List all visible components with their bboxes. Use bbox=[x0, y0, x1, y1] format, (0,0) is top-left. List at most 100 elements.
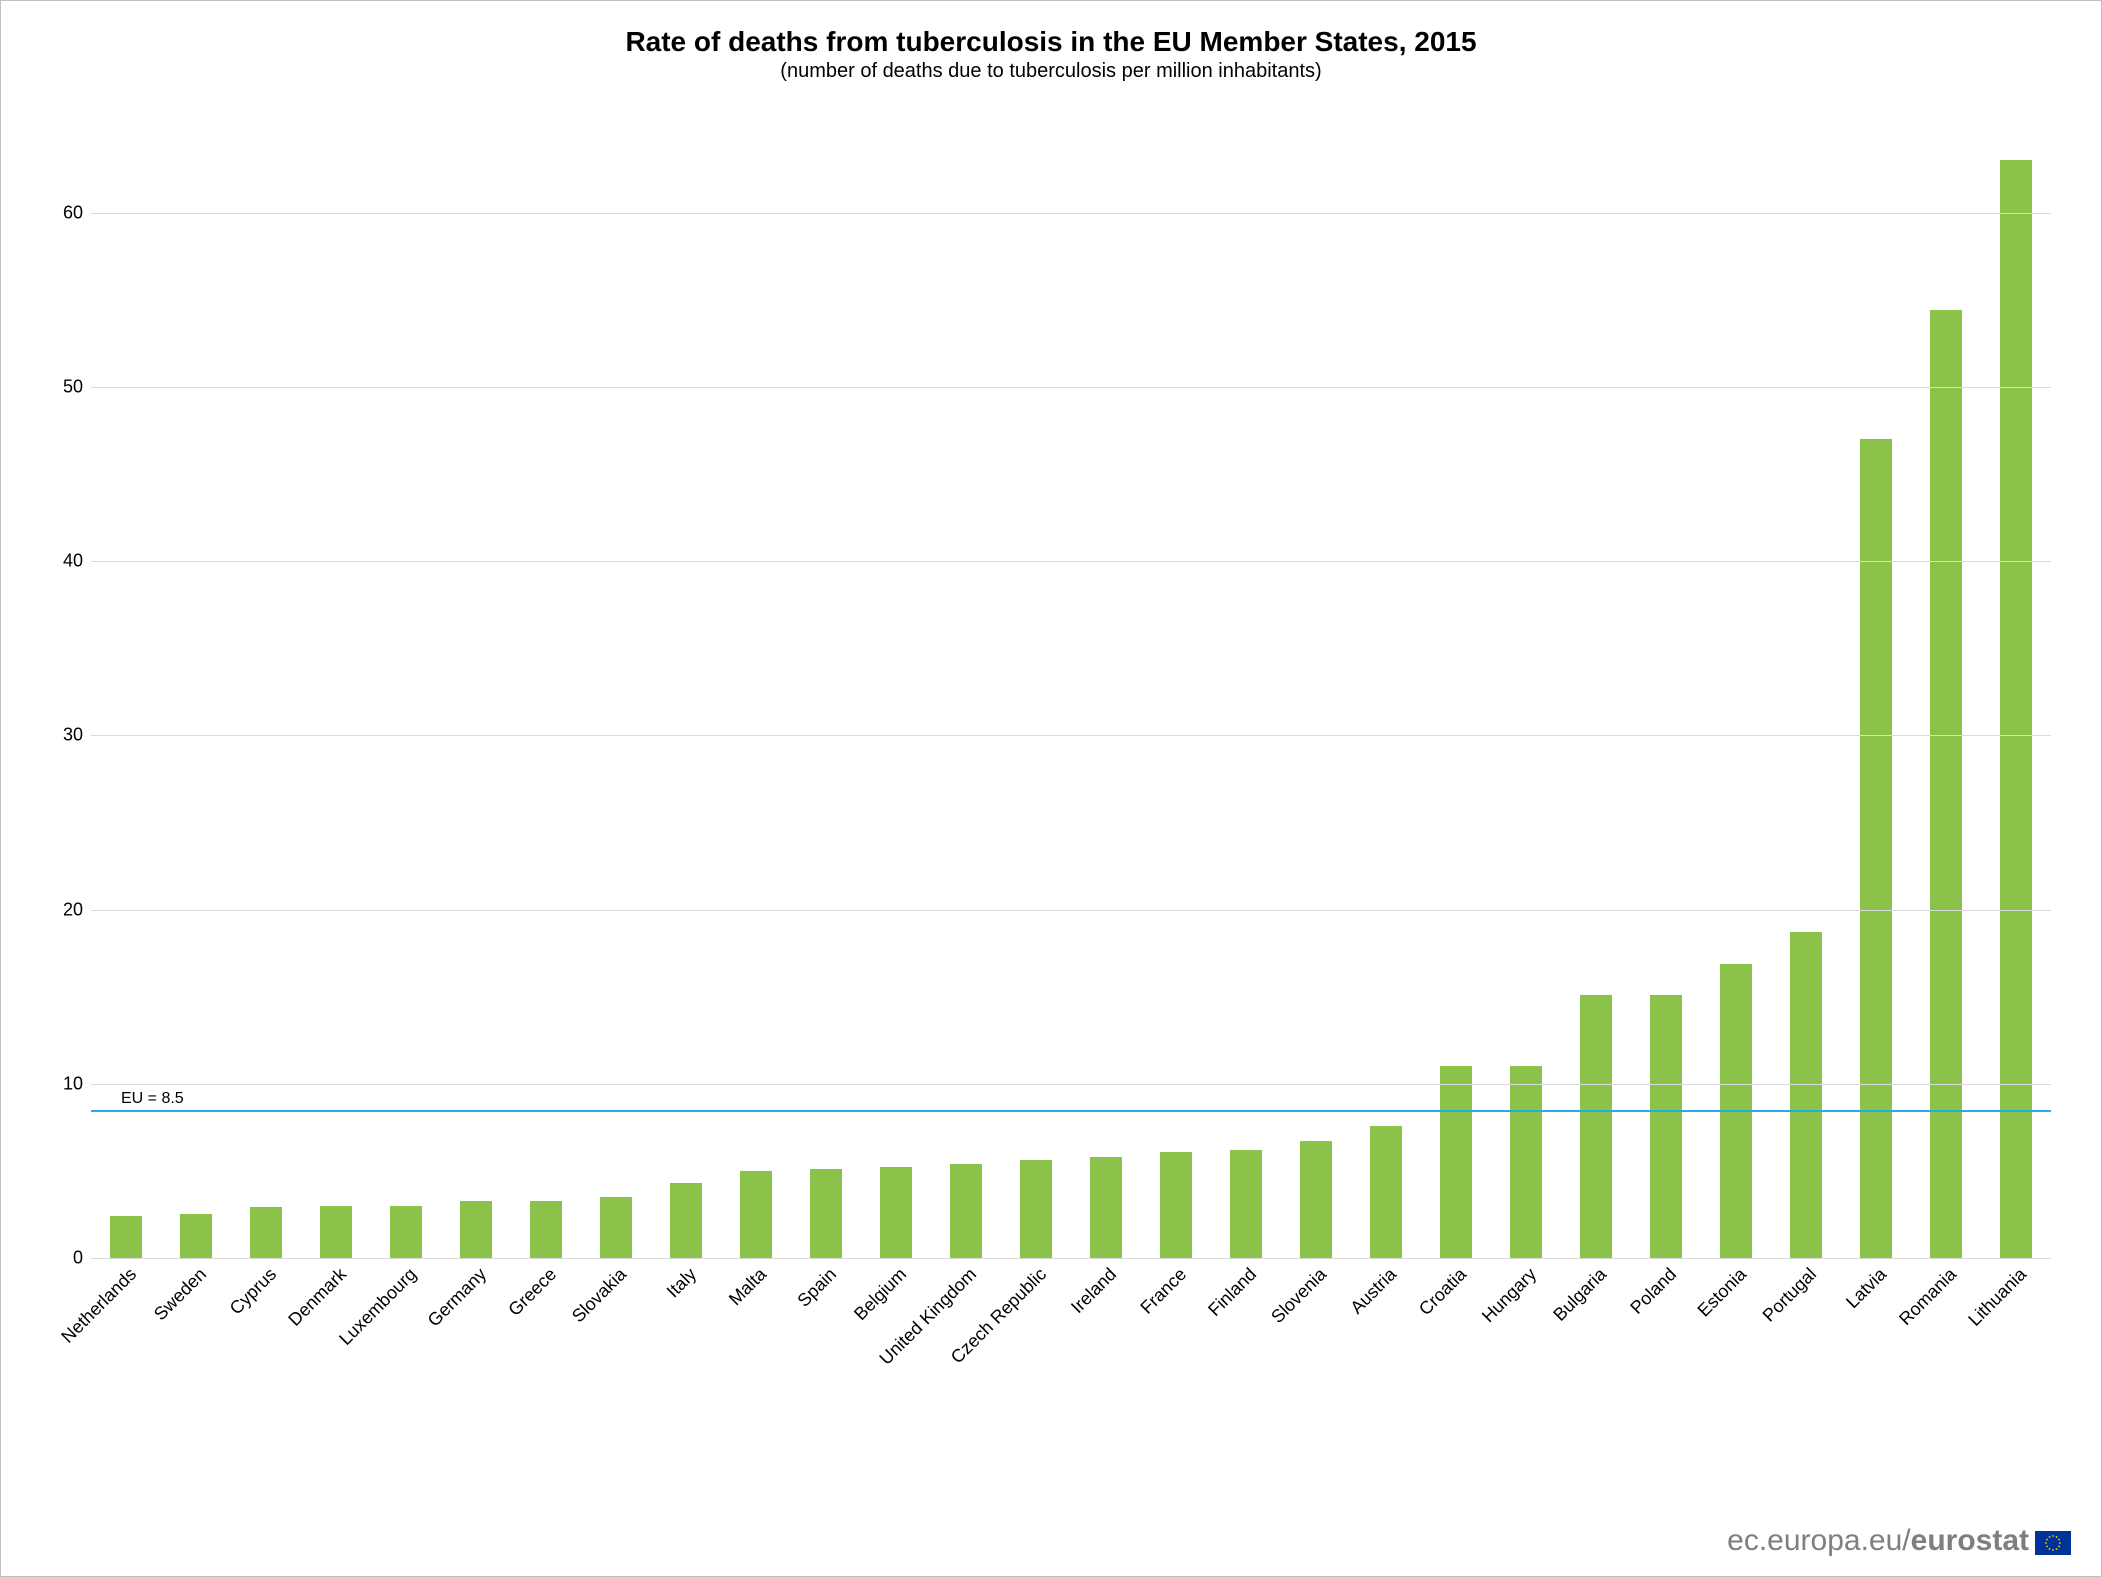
bar bbox=[320, 1206, 352, 1258]
gridline bbox=[91, 213, 2051, 214]
bar-slot bbox=[1071, 108, 1141, 1258]
bar bbox=[1650, 995, 1682, 1258]
x-tick-label: Italy bbox=[651, 1258, 721, 1458]
x-tick-label: Bulgaria bbox=[1561, 1258, 1631, 1458]
gridline bbox=[91, 910, 2051, 911]
gridline bbox=[91, 735, 2051, 736]
bar bbox=[600, 1197, 632, 1258]
x-tick-label: Luxembourg bbox=[371, 1258, 441, 1458]
bar-slot bbox=[1211, 108, 1281, 1258]
bar-slot bbox=[301, 108, 371, 1258]
bar bbox=[950, 1164, 982, 1258]
bar bbox=[1790, 932, 1822, 1258]
bar-slot bbox=[1561, 108, 1631, 1258]
bar bbox=[2000, 160, 2032, 1258]
chart-title: Rate of deaths from tuberculosis in the … bbox=[31, 26, 2071, 58]
bar-slot bbox=[1001, 108, 1071, 1258]
x-tick-label: Malta bbox=[721, 1258, 791, 1458]
bar bbox=[530, 1201, 562, 1259]
source-bold: eurostat bbox=[1911, 1524, 2029, 1558]
bar-slot bbox=[1491, 108, 1561, 1258]
reference-line bbox=[91, 1110, 2051, 1112]
bar-slot bbox=[931, 108, 1001, 1258]
bar-slot bbox=[161, 108, 231, 1258]
bar-slot bbox=[1911, 108, 1981, 1258]
y-tick-label: 20 bbox=[63, 899, 91, 920]
plot-area: 0102030405060EU = 8.5 bbox=[91, 108, 2051, 1258]
x-tick-label: Estonia bbox=[1701, 1258, 1771, 1458]
bar bbox=[1160, 1152, 1192, 1258]
bar-slot bbox=[231, 108, 301, 1258]
gridline bbox=[91, 387, 2051, 388]
bar bbox=[1370, 1126, 1402, 1258]
bar-slot bbox=[441, 108, 511, 1258]
bar-slot bbox=[791, 108, 861, 1258]
y-tick-label: 60 bbox=[63, 202, 91, 223]
bars-container bbox=[91, 108, 2051, 1258]
bar-slot bbox=[651, 108, 721, 1258]
bar-slot bbox=[371, 108, 441, 1258]
x-tick-label: Latvia bbox=[1841, 1258, 1911, 1458]
plot-outer: 0102030405060EU = 8.5 NetherlandsSwedenC… bbox=[31, 108, 2071, 1458]
x-tick-label: Austria bbox=[1351, 1258, 1421, 1458]
bar-slot bbox=[1841, 108, 1911, 1258]
x-tick-label: Ireland bbox=[1071, 1258, 1141, 1458]
x-tick-label: France bbox=[1141, 1258, 1211, 1458]
chart-titles: Rate of deaths from tuberculosis in the … bbox=[31, 26, 2071, 83]
x-tick-label: Slovenia bbox=[1281, 1258, 1351, 1458]
y-tick-label: 10 bbox=[63, 1073, 91, 1094]
x-tick-label: Czech Republic bbox=[1001, 1258, 1071, 1458]
x-tick-label: Romania bbox=[1911, 1258, 1981, 1458]
x-tick-label: Denmark bbox=[301, 1258, 371, 1458]
y-tick-label: 50 bbox=[63, 376, 91, 397]
source-footer: ec.europa.eu/eurostat bbox=[1727, 1524, 2071, 1558]
x-tick-label: Hungary bbox=[1491, 1258, 1561, 1458]
x-tick-label: Portugal bbox=[1771, 1258, 1841, 1458]
bar-slot bbox=[1981, 108, 2051, 1258]
x-tick-label: Slovakia bbox=[581, 1258, 651, 1458]
x-tick-label: Cyprus bbox=[231, 1258, 301, 1458]
bar bbox=[1440, 1066, 1472, 1258]
gridline bbox=[91, 561, 2051, 562]
chart-subtitle: (number of deaths due to tuberculosis pe… bbox=[31, 60, 2071, 83]
bar bbox=[1090, 1157, 1122, 1258]
bar bbox=[1230, 1150, 1262, 1258]
chart-container: Rate of deaths from tuberculosis in the … bbox=[0, 0, 2102, 1577]
bar-slot bbox=[91, 108, 161, 1258]
x-tick-label: Sweden bbox=[161, 1258, 231, 1458]
bar bbox=[1300, 1141, 1332, 1258]
bar bbox=[1580, 995, 1612, 1258]
x-axis-labels: NetherlandsSwedenCyprusDenmarkLuxembourg… bbox=[91, 1258, 2051, 1458]
bar bbox=[1020, 1160, 1052, 1258]
reference-line-label: EU = 8.5 bbox=[121, 1090, 184, 1110]
bar-slot bbox=[1141, 108, 1211, 1258]
bar bbox=[460, 1201, 492, 1259]
x-tick-label: Croatia bbox=[1421, 1258, 1491, 1458]
x-tick-label: Lithuania bbox=[1981, 1258, 2051, 1458]
bar-slot bbox=[1421, 108, 1491, 1258]
bar-slot bbox=[1771, 108, 1841, 1258]
eu-flag-icon bbox=[2035, 1529, 2071, 1553]
x-tick-label: Spain bbox=[791, 1258, 861, 1458]
bar-slot bbox=[861, 108, 931, 1258]
bar-slot bbox=[1631, 108, 1701, 1258]
x-tick-label: Greece bbox=[511, 1258, 581, 1458]
bar bbox=[390, 1206, 422, 1258]
bar-slot bbox=[721, 108, 791, 1258]
x-tick-label: Netherlands bbox=[91, 1258, 161, 1458]
y-tick-label: 30 bbox=[63, 725, 91, 746]
bar-slot bbox=[1281, 108, 1351, 1258]
bar-slot bbox=[1351, 108, 1421, 1258]
bar bbox=[740, 1171, 772, 1258]
bar-slot bbox=[581, 108, 651, 1258]
bar bbox=[110, 1216, 142, 1258]
x-tick-label: Poland bbox=[1631, 1258, 1701, 1458]
source-prefix: ec.europa.eu/ bbox=[1727, 1524, 1910, 1558]
bar bbox=[670, 1183, 702, 1258]
bar bbox=[880, 1167, 912, 1258]
bar bbox=[1510, 1066, 1542, 1258]
bar bbox=[810, 1169, 842, 1258]
bar-slot bbox=[1701, 108, 1771, 1258]
gridline bbox=[91, 1084, 2051, 1085]
bar bbox=[180, 1214, 212, 1258]
